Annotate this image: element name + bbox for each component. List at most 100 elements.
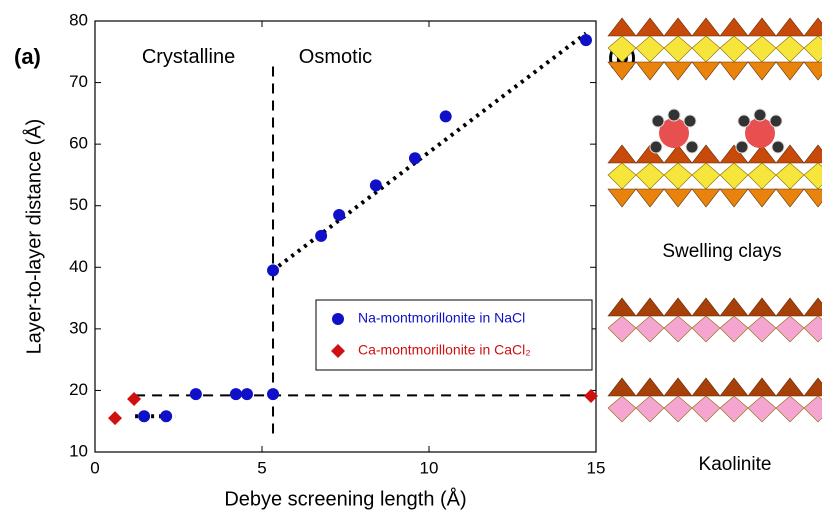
tetrahedron [775, 188, 805, 208]
octahedron [719, 395, 749, 423]
tetrahedron [607, 377, 637, 397]
tetrahedron [775, 377, 805, 397]
octahedron [663, 315, 693, 343]
tetrahedron [691, 188, 721, 208]
point [333, 208, 346, 221]
point [108, 411, 123, 426]
y-axis-label: Layer-to-layer distance (Å) [22, 119, 45, 355]
guide-line [277, 31, 588, 268]
tetrahedron [747, 17, 777, 37]
tetrahedron [607, 61, 637, 81]
point [439, 110, 452, 123]
octahedron [803, 162, 822, 190]
tetrahedron [663, 61, 693, 81]
octahedron [719, 162, 749, 190]
legend-label: Ca-montmorillonite in CaCl₂ [358, 342, 531, 358]
annotation: Crystalline [142, 46, 235, 68]
octahedron [803, 395, 822, 423]
tetrahedron [635, 61, 665, 81]
tetrahedron [635, 188, 665, 208]
octahedron [663, 395, 693, 423]
tetrahedron [747, 61, 777, 81]
octahedron [691, 315, 721, 343]
point [160, 410, 173, 423]
octahedron [635, 35, 665, 63]
plot: 0 5 10 15 10 20 30 40 50 60 70 80 Debye screening le… [14, 10, 605, 510]
x-tick-label: 0 [90, 458, 99, 477]
water [667, 108, 681, 122]
point [267, 264, 280, 277]
x-axis-label: Debye screening length (Å) [224, 487, 466, 510]
tetrahedron [719, 188, 749, 208]
octahedron [747, 395, 777, 423]
y-tick-label: 20 [69, 380, 88, 399]
octahedron [775, 35, 805, 63]
point [127, 392, 142, 407]
tetrahedron [803, 61, 822, 81]
tetrahedron [803, 297, 822, 317]
tetrahedron [635, 377, 665, 397]
cation [659, 118, 689, 148]
octahedron [719, 315, 749, 343]
plot-frame [94, 20, 597, 453]
octahedron [747, 315, 777, 343]
tetrahedron [719, 297, 749, 317]
octahedron [775, 162, 805, 190]
octahedron [803, 315, 822, 343]
tetrahedron [691, 297, 721, 317]
tetrahedron [775, 17, 805, 37]
tetrahedron [719, 377, 749, 397]
point [369, 179, 382, 192]
tetrahedron [747, 297, 777, 317]
legend-box [315, 299, 593, 371]
octahedron [775, 395, 805, 423]
tetrahedron [775, 61, 805, 81]
tetrahedron [607, 188, 637, 208]
legend-marker [331, 344, 345, 358]
y-tick-label: 50 [69, 195, 88, 214]
y-tick-label: 10 [69, 441, 88, 460]
tetrahedron [719, 17, 749, 37]
x-tick-label: 10 [420, 458, 439, 477]
tetrahedron [663, 17, 693, 37]
octahedron [635, 162, 665, 190]
tetrahedron [803, 144, 822, 164]
tetrahedron [691, 61, 721, 81]
tetrahedron [803, 17, 822, 37]
octahedron [691, 35, 721, 63]
tetrahedron [803, 188, 822, 208]
tetrahedron [663, 188, 693, 208]
point [189, 388, 202, 401]
tetrahedron [691, 377, 721, 397]
y-tick-label: 60 [69, 134, 88, 153]
tetrahedron [691, 17, 721, 37]
tetrahedron [719, 61, 749, 81]
octahedron [663, 35, 693, 63]
point [579, 34, 592, 47]
cation [745, 118, 775, 148]
y-tick-label: 80 [69, 10, 88, 29]
legend-label: Na-montmorillonite in NaCl [358, 310, 525, 326]
octahedron [747, 35, 777, 63]
tetrahedron [775, 297, 805, 317]
water [753, 108, 767, 122]
octahedron [691, 162, 721, 190]
point [138, 410, 151, 423]
tetrahedron [607, 144, 637, 164]
octahedron [607, 395, 637, 423]
tetrahedron [635, 297, 665, 317]
octahedron [607, 162, 637, 190]
water [685, 140, 699, 154]
water [651, 114, 665, 128]
tetrahedron [747, 377, 777, 397]
water [735, 140, 749, 154]
x-tick-label: 5 [257, 458, 266, 477]
point [267, 388, 280, 401]
octahedron [747, 162, 777, 190]
y-tick-label: 70 [69, 72, 88, 91]
water [771, 140, 785, 154]
tetrahedron [803, 377, 822, 397]
legend-marker [332, 313, 344, 325]
